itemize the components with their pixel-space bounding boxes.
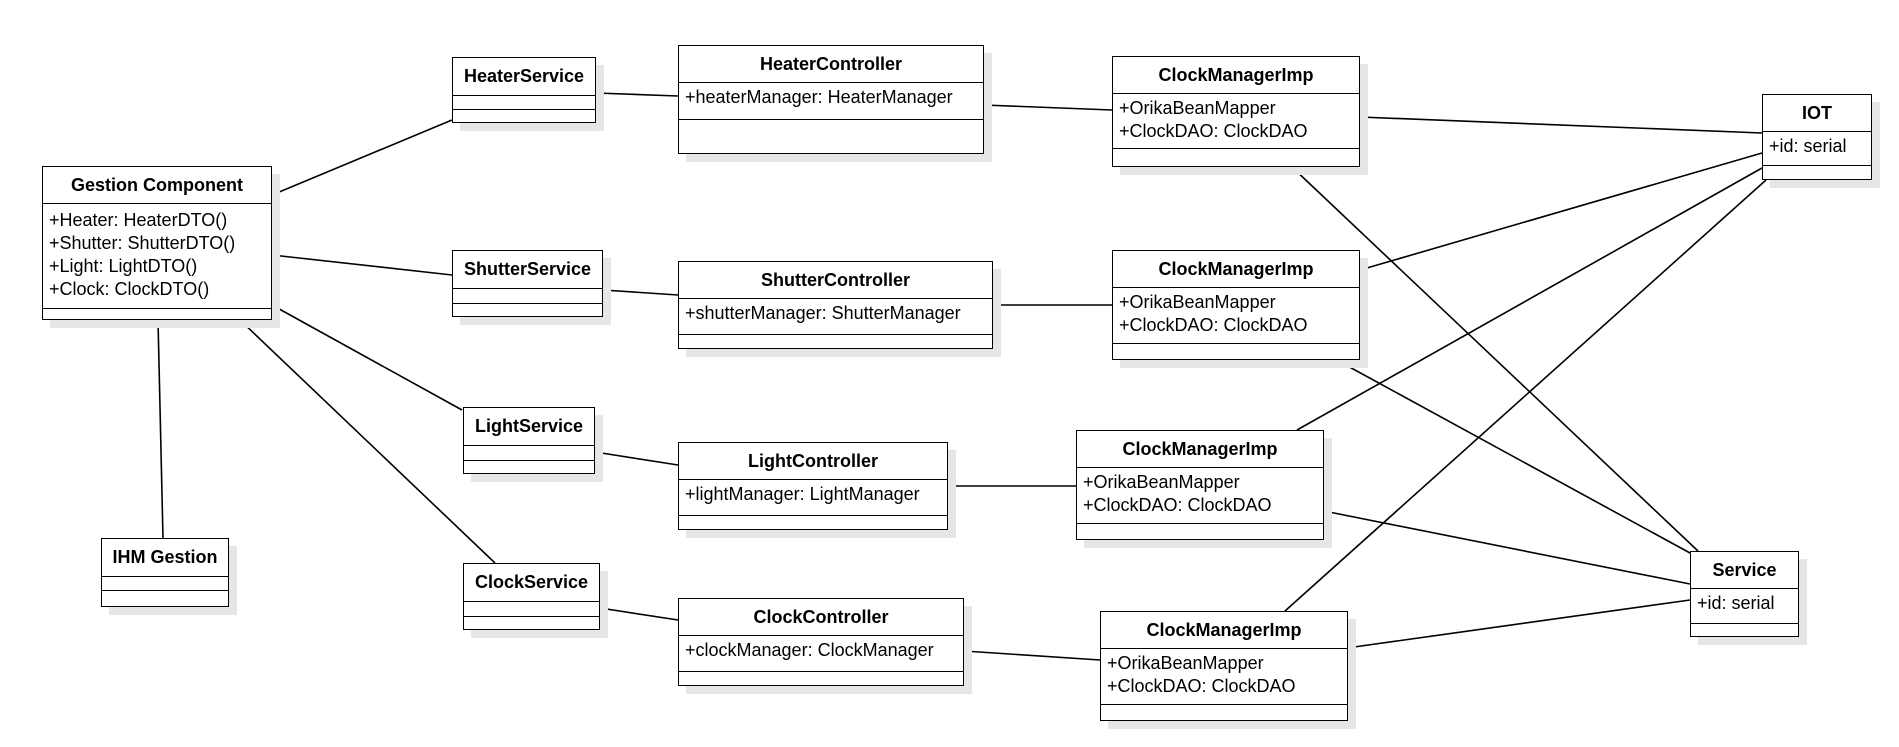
class-attributes: +id: serial (1691, 589, 1798, 624)
class-attributes: +clockManager: ClockManager (679, 636, 963, 672)
link-lightservice-lightcontroller (594, 451, 679, 466)
class-title: ClockService (464, 564, 599, 602)
class-attributes: +Heater: HeaterDTO() +Shutter: ShutterDT… (43, 204, 271, 309)
attribute: +id: serial (1697, 593, 1775, 613)
class-title: IHM Gestion (102, 539, 228, 577)
link-clockcontroller-clockmanager4 (963, 650, 1101, 661)
class-clock-manager-imp-1[interactable]: ClockManagerImp +OrikaBeanMapper +ClockD… (1112, 56, 1360, 167)
link-gestion-shutterservice (271, 254, 453, 276)
class-title: LightService (464, 408, 594, 446)
attribute: +Heater: HeaterDTO() (49, 210, 228, 230)
class-attributes (464, 602, 599, 617)
class-title: ShutterController (679, 262, 992, 299)
attribute: +id: serial (1769, 136, 1847, 156)
class-light-service[interactable]: LightService (463, 407, 595, 474)
class-title: Service (1691, 552, 1798, 589)
class-title: ClockManagerImp (1113, 57, 1359, 94)
class-attributes: +id: serial (1763, 132, 1871, 166)
class-attributes: +lightManager: LightManager (679, 480, 947, 516)
attribute: +clockManager: ClockManager (685, 640, 934, 660)
class-clock-manager-imp-3[interactable]: ClockManagerImp +OrikaBeanMapper +ClockD… (1076, 430, 1324, 540)
class-title: Gestion Component (43, 167, 271, 204)
attribute: +ClockDAO: ClockDAO (1083, 495, 1272, 515)
class-clock-manager-imp-2[interactable]: ClockManagerImp +OrikaBeanMapper +ClockD… (1112, 250, 1360, 360)
attribute: +OrikaBeanMapper (1119, 292, 1276, 312)
class-attributes (464, 446, 594, 461)
class-attributes: +OrikaBeanMapper +ClockDAO: ClockDAO (1077, 468, 1323, 524)
link-clockmanager2-iot (1359, 152, 1763, 271)
class-attributes (453, 96, 595, 110)
class-title: ShutterService (453, 251, 602, 289)
class-attributes (102, 577, 228, 591)
link-gestion-lightservice (271, 304, 463, 411)
attribute: +Clock: ClockDTO() (49, 279, 210, 299)
attribute: +Shutter: ShutterDTO() (49, 233, 236, 253)
attribute: +ClockDAO: ClockDAO (1107, 676, 1296, 696)
class-title: ClockManagerImp (1077, 431, 1323, 468)
class-shutter-controller[interactable]: ShutterController +shutterManager: Shutt… (678, 261, 993, 349)
attribute: +lightManager: LightManager (685, 484, 920, 504)
class-title: ClockController (679, 599, 963, 636)
link-clockmanager2-service (1332, 357, 1691, 554)
class-gestion-component[interactable]: Gestion Component +Heater: HeaterDTO() +… (42, 166, 272, 320)
attribute: +ClockDAO: ClockDAO (1119, 315, 1308, 335)
class-title: ClockManagerImp (1113, 251, 1359, 288)
class-title: HeaterController (679, 46, 983, 83)
class-attributes: +heaterManager: HeaterManager (679, 83, 983, 120)
class-title: IOT (1763, 95, 1871, 132)
class-shutter-service[interactable]: ShutterService (452, 250, 603, 317)
attribute: +OrikaBeanMapper (1107, 653, 1264, 673)
class-title: ClockManagerImp (1101, 612, 1347, 649)
attribute: +OrikaBeanMapper (1083, 472, 1240, 492)
class-heater-controller[interactable]: HeaterController +heaterManager: HeaterM… (678, 45, 984, 154)
link-gestion-ihm (157, 319, 164, 539)
class-title: LightController (679, 443, 947, 480)
class-attributes: +OrikaBeanMapper +ClockDAO: ClockDAO (1113, 94, 1359, 149)
class-attributes (453, 289, 602, 304)
link-clockmanager3-iot (1296, 167, 1763, 431)
link-gestion-heaterservice (271, 119, 453, 196)
link-clockmanager4-iot (1284, 179, 1767, 612)
attribute: +shutterManager: ShutterManager (685, 303, 961, 323)
class-iot[interactable]: IOT +id: serial (1762, 94, 1872, 180)
link-shutterservice-shuttercontroller (602, 289, 679, 296)
class-ihm-gestion[interactable]: IHM Gestion (101, 538, 229, 607)
link-gestion-clockservice (239, 319, 496, 564)
link-clockmanager1-service (1291, 166, 1699, 552)
class-attributes: +shutterManager: ShutterManager (679, 299, 992, 335)
class-title: HeaterService (453, 58, 595, 96)
class-attributes: +OrikaBeanMapper +ClockDAO: ClockDAO (1113, 288, 1359, 344)
link-clockmanager3-service (1323, 510, 1691, 585)
class-light-controller[interactable]: LightController +lightManager: LightMana… (678, 442, 948, 530)
class-clock-manager-imp-4[interactable]: ClockManagerImp +OrikaBeanMapper +ClockD… (1100, 611, 1348, 721)
link-clockservice-clockcontroller (599, 607, 679, 621)
class-service[interactable]: Service +id: serial (1690, 551, 1799, 637)
attribute: +heaterManager: HeaterManager (685, 87, 953, 107)
link-clockmanager1-iot (1359, 116, 1763, 134)
link-heaterservice-heatercontroller (595, 92, 679, 97)
class-attributes: +OrikaBeanMapper +ClockDAO: ClockDAO (1101, 649, 1347, 705)
class-heater-service[interactable]: HeaterService (452, 57, 596, 123)
attribute: +ClockDAO: ClockDAO (1119, 121, 1308, 141)
class-clock-controller[interactable]: ClockController +clockManager: ClockMana… (678, 598, 964, 686)
attribute: +OrikaBeanMapper (1119, 98, 1276, 118)
link-heatercontroller-clockmanager1 (983, 104, 1113, 111)
class-clock-service[interactable]: ClockService (463, 563, 600, 630)
link-clockmanager4-service (1346, 599, 1691, 649)
attribute: +Light: LightDTO() (49, 256, 198, 276)
